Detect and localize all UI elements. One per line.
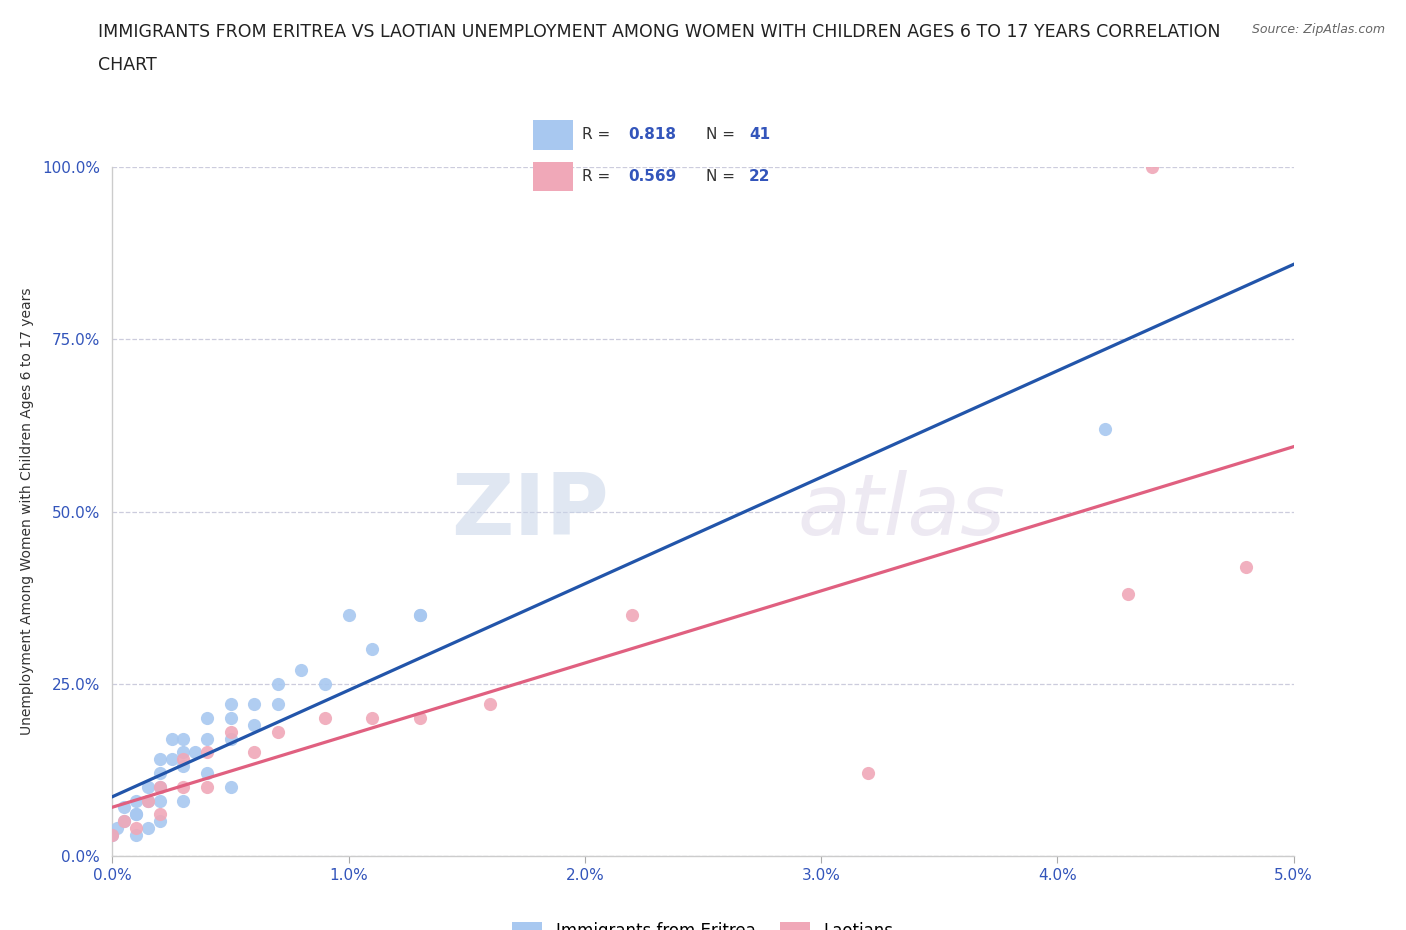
Point (408, 607, 430, 622)
Point (149, 779, 172, 794)
Point (125, 807, 148, 822)
Point (479, 697, 502, 711)
Point (112, 814, 135, 829)
Point (136, 820, 159, 835)
Text: R =: R = (582, 168, 616, 183)
Point (408, 711, 430, 725)
Point (219, 711, 242, 725)
Point (125, 820, 148, 835)
Point (160, 751, 183, 766)
Point (125, 793, 148, 808)
Point (219, 724, 242, 739)
Point (1140, 160, 1163, 175)
Point (195, 765, 218, 780)
Point (172, 759, 194, 774)
Point (149, 807, 172, 822)
Y-axis label: Unemployment Among Women with Children Ages 6 to 17 years: Unemployment Among Women with Children A… (20, 287, 34, 736)
Point (267, 724, 290, 739)
Point (195, 779, 218, 794)
Point (149, 751, 172, 766)
Point (267, 697, 290, 711)
Point (361, 711, 384, 725)
Point (219, 731, 242, 746)
Point (408, 607, 430, 622)
Text: N =: N = (706, 168, 740, 183)
Point (195, 711, 218, 725)
Text: N =: N = (706, 127, 740, 142)
Point (858, 765, 880, 780)
Point (172, 793, 194, 808)
Text: R =: R = (582, 127, 616, 142)
Point (195, 745, 218, 760)
Point (219, 779, 242, 794)
Point (112, 800, 135, 815)
Point (195, 731, 218, 746)
Point (361, 642, 384, 657)
Point (125, 828, 148, 843)
Text: CHART: CHART (98, 56, 157, 73)
Point (136, 779, 159, 794)
Point (149, 793, 172, 808)
Point (149, 765, 172, 780)
Point (149, 814, 172, 829)
Text: Source: ZipAtlas.com: Source: ZipAtlas.com (1251, 23, 1385, 36)
Text: IMMIGRANTS FROM ERITREA VS LAOTIAN UNEMPLOYMENT AMONG WOMEN WITH CHILDREN AGES 6: IMMIGRANTS FROM ERITREA VS LAOTIAN UNEMP… (98, 23, 1220, 41)
Point (101, 828, 124, 843)
Point (267, 676, 290, 691)
Point (125, 807, 148, 822)
Point (112, 814, 135, 829)
Text: 0.818: 0.818 (628, 127, 676, 142)
Point (290, 662, 312, 677)
Bar (533, 162, 572, 192)
Legend: Immigrants from Eritrea, Laotians: Immigrants from Eritrea, Laotians (506, 915, 900, 930)
Point (101, 828, 124, 843)
Point (160, 731, 183, 746)
Point (243, 745, 266, 760)
Point (184, 745, 207, 760)
Point (172, 731, 194, 746)
Point (105, 820, 128, 835)
Bar (533, 121, 572, 150)
Point (136, 793, 159, 808)
Text: ZIP: ZIP (451, 470, 609, 553)
Point (337, 607, 360, 622)
Point (172, 745, 194, 760)
Point (1234, 559, 1257, 574)
Text: atlas: atlas (797, 470, 1005, 553)
Point (219, 697, 242, 711)
Point (621, 607, 644, 622)
Point (172, 779, 194, 794)
Text: 22: 22 (749, 168, 770, 183)
Point (136, 793, 159, 808)
Point (243, 697, 266, 711)
Text: 0.569: 0.569 (628, 168, 676, 183)
Text: 41: 41 (749, 127, 770, 142)
Point (314, 711, 336, 725)
Point (172, 751, 194, 766)
Point (1094, 421, 1116, 436)
Point (149, 779, 172, 794)
Point (243, 717, 266, 732)
Point (314, 676, 336, 691)
Point (1116, 587, 1139, 602)
